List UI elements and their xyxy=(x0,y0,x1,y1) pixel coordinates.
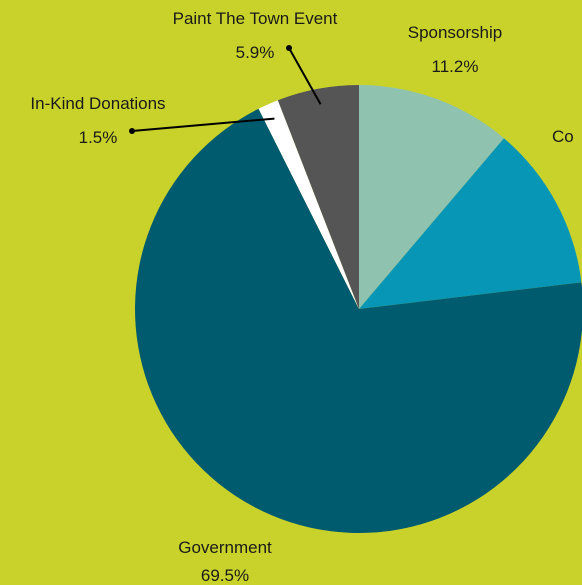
leader-line-painttown-dot xyxy=(286,45,292,51)
pie-slice-in-kind-donations xyxy=(258,100,359,309)
label-co-name: Co xyxy=(552,127,574,146)
label-sponsorship-value: 11.2% xyxy=(432,57,479,76)
leader-line-inkind xyxy=(131,117,275,132)
pie-slice-government xyxy=(135,108,582,533)
label-painttown-name: Paint The Town Event xyxy=(173,9,338,28)
pie-slice-paint-the-town-event xyxy=(277,85,359,309)
label-inkind-name: In-Kind Donations xyxy=(30,94,165,113)
pie-slice-sponsorship xyxy=(359,85,504,309)
pie-slice-co xyxy=(359,138,582,309)
label-inkind-value: 1.5% xyxy=(79,128,118,147)
slices-layer xyxy=(135,85,582,533)
label-painttown-value: 5.9% xyxy=(236,43,275,62)
label-sponsorship-name: Sponsorship xyxy=(408,23,503,42)
leader-line-inkind-dot xyxy=(129,128,135,134)
leader-line-painttown xyxy=(288,47,322,105)
label-government-value: 69.5% xyxy=(201,566,249,585)
label-government-name: Government xyxy=(178,538,272,557)
leader-lines-layer xyxy=(129,45,322,134)
